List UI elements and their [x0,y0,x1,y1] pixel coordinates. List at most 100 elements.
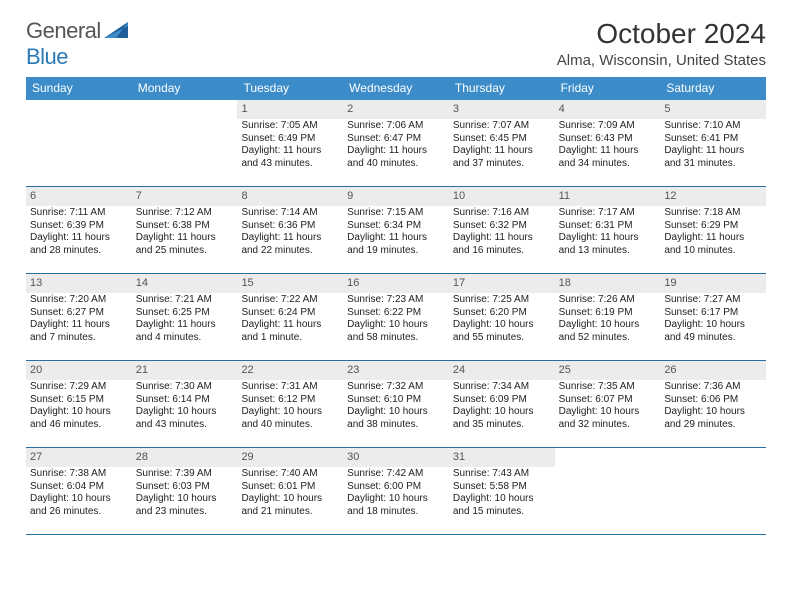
day-body: Sunrise: 7:22 AMSunset: 6:24 PMDaylight:… [237,293,343,348]
daynum-bar: 30 [343,448,449,467]
day-number: 24 [453,364,465,376]
day-cell: 30Sunrise: 7:42 AMSunset: 6:00 PMDayligh… [343,448,449,534]
sunrise-text: Sunrise: 7:40 AM [241,468,339,481]
title-block: October 2024 Alma, Wisconsin, United Sta… [557,18,766,75]
sunset-text: Sunset: 6:39 PM [30,220,128,233]
daynum-bar: 14 [132,274,238,293]
day-number: 22 [241,364,253,376]
day-body: Sunrise: 7:12 AMSunset: 6:38 PMDaylight:… [132,206,238,261]
day-cell: 3Sunrise: 7:07 AMSunset: 6:45 PMDaylight… [449,100,555,186]
day-body: Sunrise: 7:11 AMSunset: 6:39 PMDaylight:… [26,206,132,261]
daylight2-text: and 32 minutes. [559,419,657,432]
sunset-text: Sunset: 6:12 PM [241,394,339,407]
daylight1-text: Daylight: 11 hours [136,232,234,245]
day-body: Sunrise: 7:14 AMSunset: 6:36 PMDaylight:… [237,206,343,261]
daylight2-text: and 55 minutes. [453,332,551,345]
daylight2-text: and 22 minutes. [241,245,339,258]
day-body: Sunrise: 7:17 AMSunset: 6:31 PMDaylight:… [555,206,661,261]
week-row: 20Sunrise: 7:29 AMSunset: 6:15 PMDayligh… [26,361,766,448]
daynum-bar: 29 [237,448,343,467]
sunset-text: Sunset: 6:24 PM [241,307,339,320]
daylight2-text: and 40 minutes. [347,158,445,171]
day-number: 2 [347,103,353,115]
sunset-text: Sunset: 6:07 PM [559,394,657,407]
daynum-bar: 22 [237,361,343,380]
sunset-text: Sunset: 6:14 PM [136,394,234,407]
sunset-text: Sunset: 6:09 PM [453,394,551,407]
day-number: 15 [241,277,253,289]
day-number: 7 [136,190,142,202]
day-body: Sunrise: 7:18 AMSunset: 6:29 PMDaylight:… [660,206,766,261]
day-body: Sunrise: 7:10 AMSunset: 6:41 PMDaylight:… [660,119,766,174]
week-row: 6Sunrise: 7:11 AMSunset: 6:39 PMDaylight… [26,187,766,274]
brand-name-part2: Blue [26,44,68,69]
page: General Blue October 2024 Alma, Wisconsi… [0,0,792,535]
sunset-text: Sunset: 6:29 PM [664,220,762,233]
day-cell: 14Sunrise: 7:21 AMSunset: 6:25 PMDayligh… [132,274,238,360]
daylight2-text: and 21 minutes. [241,506,339,519]
sunrise-text: Sunrise: 7:39 AM [136,468,234,481]
day-cell: 2 Sunrise: 7:06 AMSunset: 6:47 PMDaylight… [343,100,449,186]
day-cell: 16Sunrise: 7:23 AMSunset: 6:22 PMDayligh… [343,274,449,360]
week-row: 13Sunrise: 7:20 AMSunset: 6:27 PMDayligh… [26,274,766,361]
day-cell: 26Sunrise: 7:36 AMSunset: 6:06 PMDayligh… [660,361,766,447]
daylight2-text: and 18 minutes. [347,506,445,519]
daylight1-text: Daylight: 10 hours [559,319,657,332]
day-cell: 23Sunrise: 7:32 AMSunset: 6:10 PMDayligh… [343,361,449,447]
daynum-bar: 3 [449,100,555,119]
daynum-bar: 7 [132,187,238,206]
daylight1-text: Daylight: 10 hours [241,493,339,506]
daylight1-text: Daylight: 10 hours [347,406,445,419]
sunrise-text: Sunrise: 7:22 AM [241,294,339,307]
daylight1-text: Daylight: 10 hours [347,493,445,506]
daynum-bar: 12 [660,187,766,206]
day-body: Sunrise: 7:31 AMSunset: 6:12 PMDaylight:… [237,380,343,435]
sunrise-text: Sunrise: 7:17 AM [559,207,657,220]
day-cell: 8 Sunrise: 7:14 AMSunset: 6:36 PMDaylight… [237,187,343,273]
sunset-text: Sunset: 6:27 PM [30,307,128,320]
day-body: Sunrise: 7:29 AMSunset: 6:15 PMDaylight:… [26,380,132,435]
daynum-bar: 17 [449,274,555,293]
daylight1-text: Daylight: 10 hours [30,406,128,419]
blank-cell [26,100,132,186]
day-body: Sunrise: 7:27 AMSunset: 6:17 PMDaylight:… [660,293,766,348]
daylight1-text: Daylight: 11 hours [347,145,445,158]
day-body: Sunrise: 7:06 AMSunset: 6:47 PMDaylight:… [343,119,449,174]
sunrise-text: Sunrise: 7:42 AM [347,468,445,481]
daylight1-text: Daylight: 10 hours [136,406,234,419]
day-body: Sunrise: 7:30 AMSunset: 6:14 PMDaylight:… [132,380,238,435]
daylight1-text: Daylight: 11 hours [241,145,339,158]
sunrise-text: Sunrise: 7:07 AM [453,120,551,133]
sunrise-text: Sunrise: 7:36 AM [664,381,762,394]
day-cell: 28Sunrise: 7:39 AMSunset: 6:03 PMDayligh… [132,448,238,534]
daylight2-text: and 16 minutes. [453,245,551,258]
sunset-text: Sunset: 5:58 PM [453,481,551,494]
daylight1-text: Daylight: 10 hours [453,319,551,332]
daylight1-text: Daylight: 11 hours [241,232,339,245]
daylight1-text: Daylight: 10 hours [559,406,657,419]
sunset-text: Sunset: 6:17 PM [664,307,762,320]
daylight1-text: Daylight: 11 hours [664,232,762,245]
day-number: 19 [664,277,676,289]
sunset-text: Sunset: 6:36 PM [241,220,339,233]
sunset-text: Sunset: 6:04 PM [30,481,128,494]
day-number: 1 [241,103,247,115]
day-cell: 22 Sunrise: 7:31 AMSunset: 6:12 PMDayligh… [237,361,343,447]
sunset-text: Sunset: 6:20 PM [453,307,551,320]
dow-wednesday: Wednesday [343,77,449,100]
day-cell: 4Sunrise: 7:09 AMSunset: 6:43 PMDaylight… [555,100,661,186]
daynum-bar: 10 [449,187,555,206]
daylight2-text: and 40 minutes. [241,419,339,432]
daylight2-text: and 43 minutes. [136,419,234,432]
day-number: 12 [664,190,676,202]
sunrise-text: Sunrise: 7:35 AM [559,381,657,394]
day-number: 8 [241,190,247,202]
day-cell: 9Sunrise: 7:15 AMSunset: 6:34 PMDaylight… [343,187,449,273]
daylight1-text: Daylight: 10 hours [136,493,234,506]
daynum-bar: 5 [660,100,766,119]
day-number: 10 [453,190,465,202]
day-cell: 12 Sunrise: 7:18 AMSunset: 6:29 PMDayligh… [660,187,766,273]
sunset-text: Sunset: 6:43 PM [559,133,657,146]
header-row: General Blue October 2024 Alma, Wisconsi… [26,18,766,75]
daylight1-text: Daylight: 10 hours [241,406,339,419]
